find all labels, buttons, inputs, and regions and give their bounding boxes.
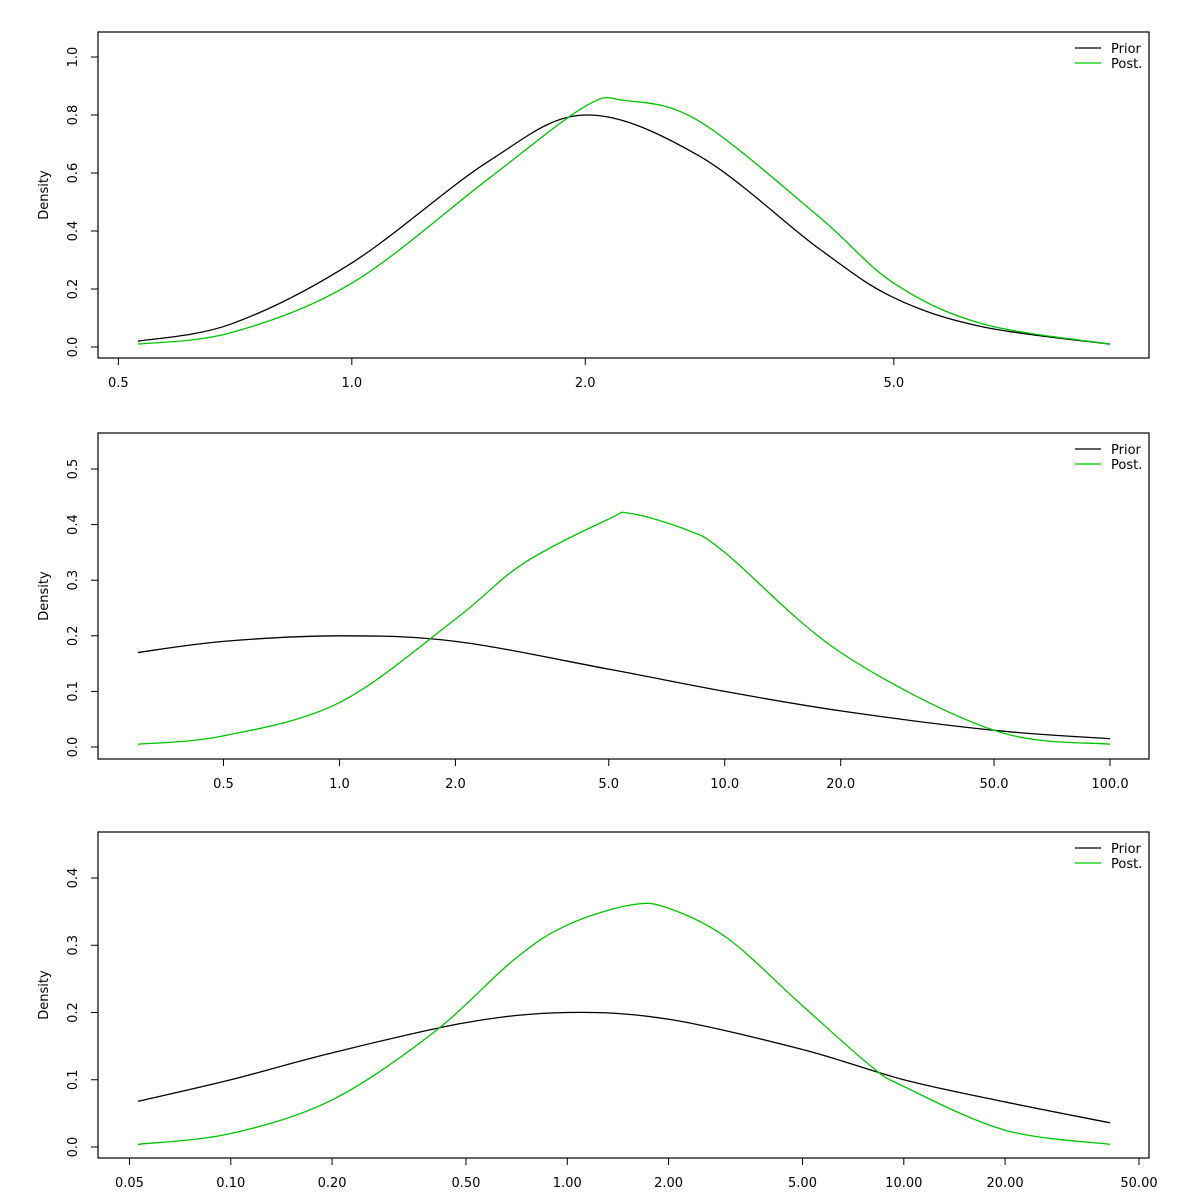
y-tick-label: 0.4 — [66, 514, 81, 535]
y-tick-label: 0.0 — [66, 337, 81, 358]
legend-label: Prior — [1111, 443, 1142, 458]
legend-label: Post. — [1111, 857, 1142, 872]
x-tick-label: 0.5 — [108, 376, 129, 391]
x-tick-label: 0.5 — [213, 777, 234, 792]
y-axis-title: Density — [37, 170, 52, 220]
x-tick-label: 0.10 — [216, 1176, 245, 1191]
y-tick-label: 0.0 — [66, 1137, 81, 1158]
series-line-post — [137, 96, 1111, 345]
y-tick-label: 1.0 — [66, 47, 81, 68]
y-tick-label: 0.1 — [66, 681, 81, 702]
x-tick-label: 2.00 — [654, 1176, 683, 1191]
legend-label: Prior — [1111, 42, 1142, 57]
y-axis-title: Density — [37, 970, 52, 1020]
plot-frame — [97, 432, 1150, 760]
y-tick-label: 0.0 — [66, 737, 81, 758]
y-axis-title: Density — [37, 571, 52, 621]
x-tick-label: 5.0 — [598, 777, 619, 792]
plot-frame — [97, 31, 1150, 359]
series-line-prior — [137, 635, 1111, 740]
y-tick-label: 0.2 — [66, 625, 81, 646]
x-tick-label: 50.00 — [1120, 1176, 1157, 1191]
plot-frame — [97, 831, 1150, 1159]
y-tick-label: 0.4 — [66, 221, 81, 242]
series-line-post — [137, 511, 1111, 745]
x-tick-label: 1.00 — [553, 1176, 582, 1191]
density-panel-3: 0.05 0.10 0.20 0.50 1.00 2.00 5.00 10.00 20.00 50… — [37, 831, 1158, 1191]
x-tick-label: 2.0 — [575, 376, 596, 391]
legend-label: Post. — [1111, 458, 1142, 473]
density-panel-2: 0.5 1.0 2.0 5.0 10.0 20.0 50.0 100.0 0.0 0.1 0.2 0.… — [37, 432, 1150, 792]
density-panel-1: 0.5 1.0 2.0 5.0 0.0 0.2 0.4 0.6 0.8 1.0 Density Pri… — [37, 31, 1150, 391]
y-tick-label: 0.1 — [66, 1069, 81, 1090]
x-tick-label: 10.0 — [710, 777, 739, 792]
y-tick-label: 0.3 — [66, 935, 81, 956]
y-tick-label: 0.6 — [66, 163, 81, 184]
x-tick-label: 1.0 — [329, 777, 350, 792]
y-tick-label: 0.2 — [66, 279, 81, 300]
x-tick-label: 100.0 — [1091, 777, 1128, 792]
legend-label: Post. — [1111, 57, 1142, 72]
series-line-prior — [137, 114, 1111, 345]
x-tick-label: 0.50 — [452, 1176, 481, 1191]
x-tick-label: 5.00 — [788, 1176, 817, 1191]
x-tick-label: 20.0 — [826, 777, 855, 792]
y-tick-label: 0.8 — [66, 105, 81, 126]
y-tick-label: 0.4 — [66, 868, 81, 889]
x-tick-label: 0.20 — [318, 1176, 347, 1191]
x-tick-label: 50.0 — [980, 777, 1009, 792]
series-line-post — [137, 902, 1111, 1145]
x-tick-label: 0.05 — [115, 1176, 144, 1191]
x-tick-label: 5.0 — [883, 376, 904, 391]
legend-label: Prior — [1111, 842, 1142, 857]
x-tick-label: 20.00 — [986, 1176, 1023, 1191]
x-tick-label: 1.0 — [341, 376, 362, 391]
y-tick-label: 0.5 — [66, 459, 81, 480]
series-line-prior — [137, 1011, 1111, 1124]
y-tick-label: 0.2 — [66, 1002, 81, 1023]
x-tick-label: 2.0 — [445, 777, 466, 792]
x-tick-label: 10.00 — [885, 1176, 922, 1191]
y-tick-label: 0.3 — [66, 570, 81, 591]
